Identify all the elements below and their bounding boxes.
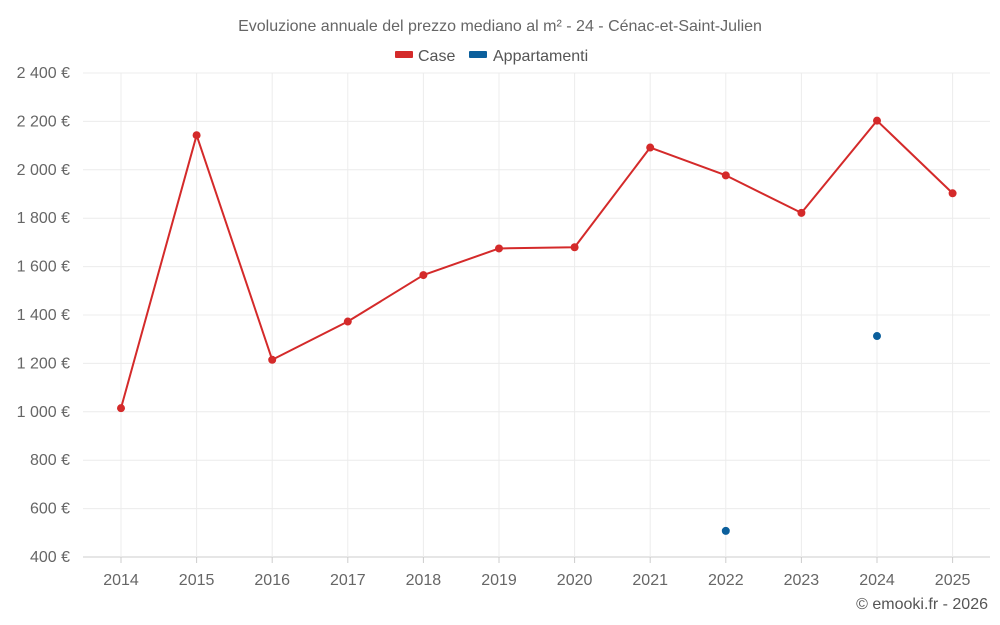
series-line-case	[120, 119, 954, 409]
legend-label-appartamenti: Appartamenti	[493, 48, 588, 65]
x-tick-label: 2019	[481, 572, 517, 589]
x-tick-label: 2017	[330, 572, 366, 589]
x-tick-label: 2018	[406, 572, 442, 589]
legend-swatch-case	[395, 51, 413, 58]
data-point-case-2019[interactable]	[495, 244, 503, 253]
x-axis: 2014 2015 2016 2017 2018 2019 2020 2021 2022 2023…	[103, 557, 970, 589]
data-point-appartamenti-2022[interactable]	[721, 526, 730, 535]
x-tick-label: 2014	[103, 572, 139, 589]
gridlines	[83, 72, 990, 558]
legend-item-appartamenti[interactable]: Appartamenti	[469, 48, 588, 65]
data-point-case-2021[interactable]	[646, 143, 655, 152]
y-tick-label: 1 000 €	[17, 404, 70, 421]
legend-label-case: Case	[418, 48, 455, 65]
data-point-case-2018[interactable]	[419, 271, 428, 280]
y-tick-label: 1 400 €	[17, 307, 70, 324]
y-tick-label: 400 €	[30, 549, 70, 566]
y-tick-label: 2 200 €	[17, 113, 70, 130]
data-point-case-2014[interactable]	[117, 404, 125, 413]
y-tick-label: 1 200 €	[17, 355, 70, 372]
x-tick-label: 2020	[557, 572, 593, 589]
y-tick-label: 1 800 €	[17, 210, 70, 227]
y-axis: 400 € 600 € 800 € 1 000 € 1 200 € 1 400 € 1 60…	[17, 65, 70, 566]
y-tick-label: 2 000 €	[17, 162, 70, 179]
series	[117, 116, 957, 535]
legend: Case Appartamenti	[395, 48, 588, 65]
data-point-case-2016[interactable]	[268, 355, 277, 364]
x-tick-label: 2021	[632, 572, 668, 589]
x-tick-label: 2025	[935, 572, 971, 589]
data-point-case-2024[interactable]	[873, 116, 881, 125]
legend-item-case[interactable]: Case	[395, 48, 455, 65]
x-tick-label: 2023	[784, 572, 820, 589]
x-tick-label: 2022	[708, 572, 744, 589]
data-point-case-2020[interactable]	[570, 243, 579, 252]
data-point-case-2022[interactable]	[721, 171, 730, 180]
y-tick-label: 1 600 €	[17, 259, 70, 276]
y-tick-label: 600 €	[30, 501, 70, 518]
x-tick-label: 2015	[179, 572, 215, 589]
data-point-case-2015[interactable]	[192, 131, 201, 140]
chart-title: Evoluzione annuale del prezzo mediano al…	[238, 18, 762, 35]
data-point-case-2025[interactable]	[948, 189, 957, 198]
y-tick-label: 800 €	[30, 452, 70, 469]
data-point-case-2017[interactable]	[343, 317, 352, 326]
legend-swatch-appartamenti	[469, 51, 487, 58]
data-point-appartamenti-2024[interactable]	[873, 332, 881, 341]
x-tick-label: 2016	[254, 572, 290, 589]
y-tick-label: 2 400 €	[17, 65, 70, 82]
credit: © emooki.fr - 2026	[856, 596, 988, 613]
x-tick-label: 2024	[859, 572, 895, 589]
data-point-case-2023[interactable]	[797, 208, 806, 217]
